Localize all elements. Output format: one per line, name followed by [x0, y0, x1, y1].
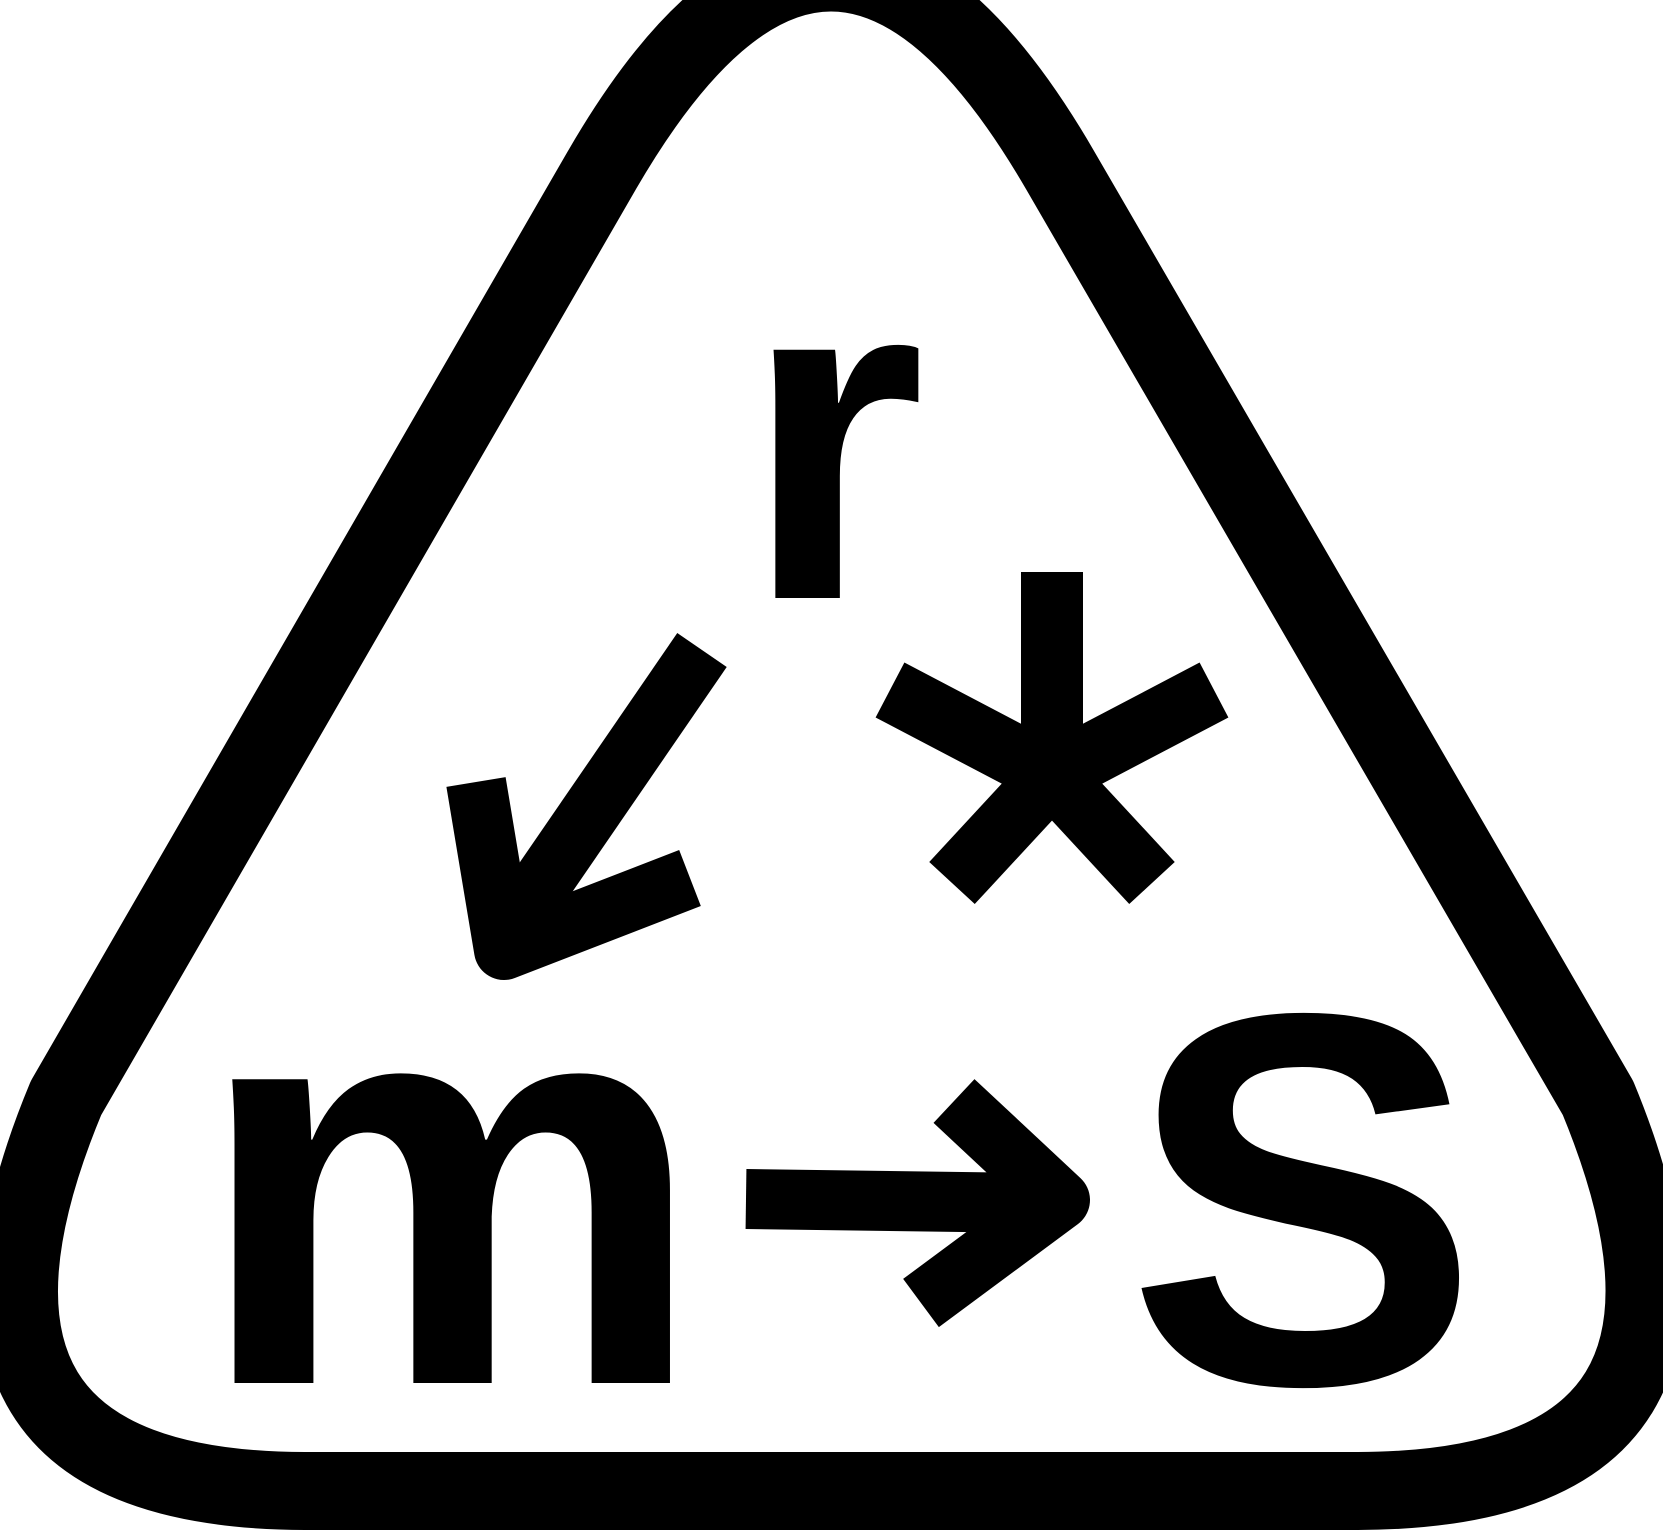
arrow-down-left-icon: [446, 633, 727, 980]
letter-r: r: [743, 173, 926, 698]
arrow-right-icon: [745, 1079, 1090, 1328]
asterisk-icon: [875, 572, 1229, 905]
letter-s: S: [1126, 904, 1480, 1496]
letter-m: m: [194, 862, 705, 1505]
